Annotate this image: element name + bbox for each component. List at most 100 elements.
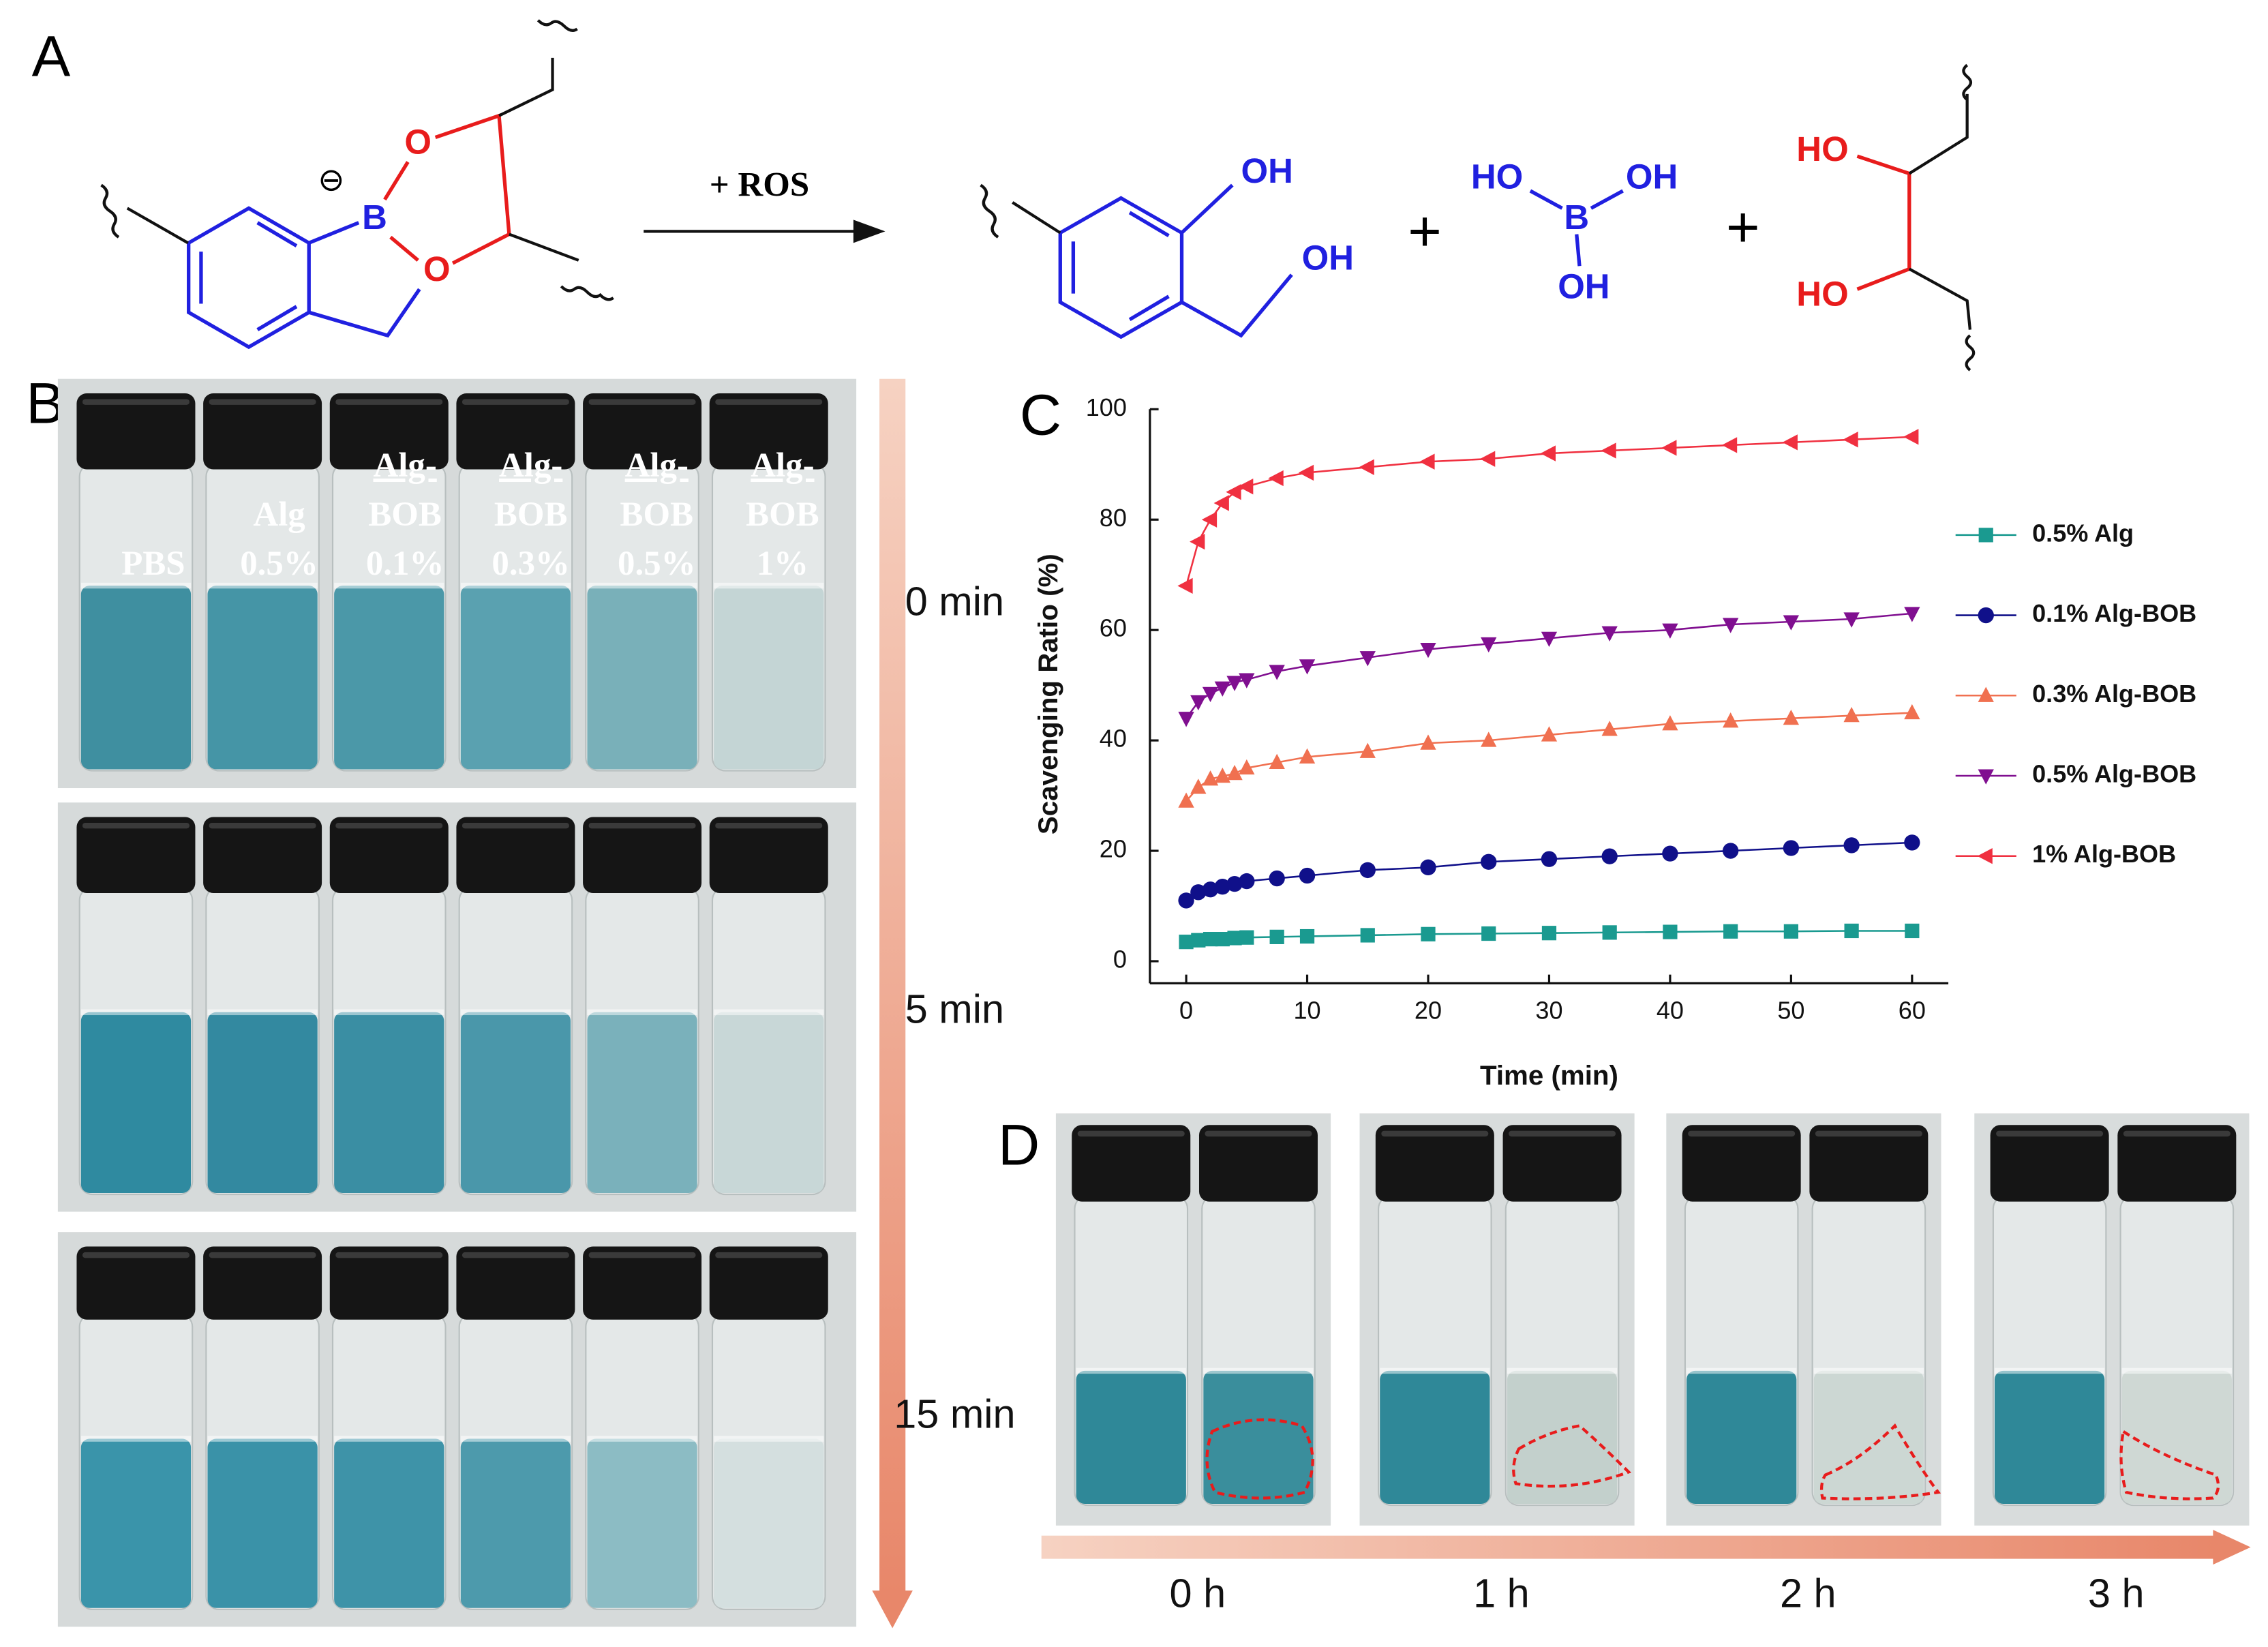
- vial-cap: [456, 817, 575, 894]
- marker: [1226, 764, 1243, 781]
- x-tick-label: 10: [1293, 996, 1320, 1024]
- marker: [1783, 709, 1800, 725]
- marker: [1420, 642, 1436, 659]
- marker: [1178, 792, 1194, 808]
- marker: [1722, 618, 1739, 633]
- marker: [1540, 445, 1556, 462]
- vial-meniscus: [207, 1436, 318, 1442]
- marker: [1722, 712, 1739, 728]
- vial-cap: [1375, 1125, 1494, 1202]
- time-arrow: [1041, 1535, 2216, 1559]
- legend-marker: [1978, 686, 1994, 702]
- vial-liquid: [334, 586, 444, 770]
- marker: [1904, 607, 1920, 622]
- marker: [1178, 712, 1194, 727]
- vial-label: Alg: [253, 496, 305, 534]
- panel-b: B 0 min 5 min 15 min PBSAlg0.5%Alg-BOB0.…: [26, 371, 1016, 1629]
- vial-cap: [1072, 1125, 1191, 1202]
- marker: [1843, 706, 1860, 723]
- vial-cap-shine: [1205, 1130, 1312, 1137]
- vial-meniscus: [714, 1436, 824, 1442]
- arrow-head: [872, 1590, 913, 1629]
- charge: ⊖: [318, 162, 344, 198]
- marker: [1202, 770, 1219, 786]
- time-arrow: [879, 378, 906, 1594]
- marker: [1722, 843, 1739, 859]
- marker: [1202, 686, 1219, 703]
- vial-cap: [583, 1246, 702, 1320]
- marker: [1661, 440, 1677, 456]
- vial-cap: [76, 1246, 196, 1320]
- vial-liquid: [207, 1438, 318, 1608]
- marker: [1227, 931, 1242, 946]
- vial-cap-shine: [1077, 1130, 1185, 1137]
- x-axis-title: Time (min): [1480, 1060, 1618, 1091]
- vial-cap-shine: [1509, 1130, 1616, 1137]
- panel-c: C Scavenging Ratio (%) Time (min) 0 20 40 6…: [1020, 382, 2196, 1091]
- gel-outline: [1819, 1423, 1941, 1500]
- marker: [1191, 933, 1206, 948]
- vial-label: BOB: [620, 496, 694, 534]
- marker: [1298, 464, 1314, 481]
- marker: [1783, 924, 1798, 939]
- vial-label: Alg-: [625, 447, 689, 485]
- hydroxyl: HO: [1796, 274, 1848, 313]
- vial-meniscus: [334, 1009, 444, 1016]
- vial-meniscus: [334, 582, 444, 589]
- vial-liquid: [714, 1438, 824, 1608]
- atom: O: [404, 123, 432, 162]
- vial-meniscus: [1507, 1368, 1618, 1374]
- dioxaborolane-bonds: [383, 113, 511, 265]
- vial-label: 0.5%: [240, 545, 318, 583]
- series-line: [1185, 712, 1912, 802]
- marker: [1299, 659, 1316, 675]
- marker: [1420, 859, 1436, 876]
- panel-d: D 0 h 1 h 2 h 3 h: [998, 1113, 2251, 1616]
- vial-meniscus: [587, 1436, 697, 1442]
- vial-liquid: [1380, 1370, 1490, 1505]
- vial-cap-shine: [1688, 1130, 1796, 1137]
- marker: [1190, 884, 1207, 901]
- diol-bonds: [1856, 154, 1911, 291]
- vial-cap-shine: [1381, 1130, 1489, 1137]
- vial-meniscus: [2121, 1368, 2232, 1374]
- vial-meniscus: [460, 582, 571, 589]
- x-tick-label: 30: [1535, 996, 1562, 1024]
- time-label: 0 h: [1170, 1570, 1226, 1616]
- vial-cap: [1198, 1125, 1318, 1202]
- vial-liquid: [460, 586, 571, 770]
- marker: [1903, 429, 1919, 445]
- vial-meniscus: [1380, 1368, 1490, 1374]
- vial-cap: [456, 393, 575, 470]
- vial-label: Alg-: [499, 447, 562, 485]
- vial-cap: [203, 393, 322, 470]
- vial-liquid: [587, 1438, 697, 1608]
- wavy-bond: [980, 183, 1061, 239]
- vial-liquid: [460, 1438, 571, 1608]
- vial-cap: [709, 393, 828, 470]
- marker: [1481, 853, 1497, 870]
- gel-outline: [2119, 1429, 2220, 1500]
- atom: B: [1564, 198, 1589, 237]
- vial-liquid: [1813, 1370, 1924, 1505]
- vial-cap-shine: [82, 822, 190, 829]
- marker: [1269, 665, 1285, 680]
- marker: [1226, 484, 1241, 500]
- marker: [1269, 753, 1285, 770]
- vial-cap-shine: [209, 822, 316, 829]
- vial-cap-shine: [209, 399, 316, 405]
- marker: [1239, 930, 1254, 945]
- time-label: 3 h: [2088, 1570, 2145, 1616]
- vial-cap-shine: [82, 399, 190, 405]
- benzene-ring: [1058, 196, 1184, 339]
- vial-cap: [329, 1246, 449, 1320]
- vial-cap-shine: [588, 1252, 696, 1258]
- vial-cap: [709, 1246, 828, 1320]
- marker: [1843, 837, 1860, 853]
- vial-label: 0.5%: [618, 545, 696, 583]
- marker: [1783, 840, 1800, 856]
- legend-marker: [1977, 848, 1993, 864]
- vial-meniscus: [587, 582, 697, 589]
- vial-meniscus: [334, 1436, 444, 1442]
- series-line: [1185, 436, 1912, 586]
